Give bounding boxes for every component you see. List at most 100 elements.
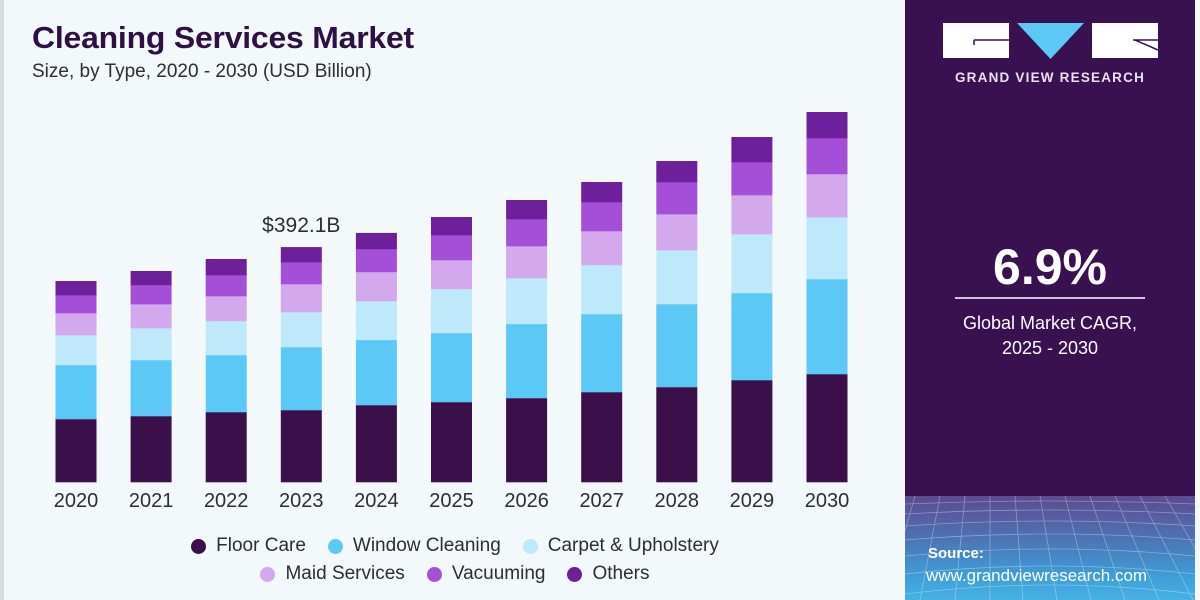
bar-2026-vacuuming[interactable] [506, 219, 548, 247]
bar-2027-others[interactable] [581, 182, 623, 203]
bar-2024-carpet-upholstery[interactable] [355, 300, 397, 341]
bar-2030-floor-care[interactable] [806, 374, 848, 483]
bar-2021-floor-care[interactable] [130, 416, 172, 483]
bars-group [55, 112, 848, 483]
bar-stack-2021 [130, 271, 172, 483]
bar-2021-window-cleaning[interactable] [130, 360, 172, 417]
bar-2029-carpet-upholstery[interactable] [731, 234, 773, 294]
bar-2028-maid-services[interactable] [656, 214, 698, 251]
bar-2030-carpet-upholstery[interactable] [806, 217, 848, 280]
bar-stack-2025 [431, 217, 472, 483]
legend-item-carpet-upholstery[interactable]: Carpet & Upholstery [522, 535, 719, 557]
bar-2028-window-cleaning[interactable] [656, 304, 698, 388]
legend-item-floor-care[interactable]: Floor Care [191, 535, 306, 557]
x-tick-label: 2021 [129, 490, 174, 512]
bar-2023-carpet-upholstery[interactable] [280, 312, 322, 348]
bar-2024-vacuuming[interactable] [355, 248, 397, 273]
bar-2021-vacuuming[interactable] [130, 285, 172, 305]
bar-2030-maid-services[interactable] [806, 174, 848, 218]
bar-2025-window-cleaning[interactable] [431, 333, 472, 403]
bar-2026-others[interactable] [506, 200, 548, 220]
bar-2022-floor-care[interactable] [205, 412, 247, 483]
legend-dot [522, 538, 538, 554]
bar-2025-maid-services[interactable] [431, 260, 472, 290]
bar-stack-2023 [280, 247, 322, 483]
legend-row-2: Maid Services Vacuuming Others [140, 563, 770, 585]
bar-2024-floor-care[interactable] [355, 405, 397, 483]
bar-2026-floor-care[interactable] [506, 398, 548, 483]
legend-item-window-cleaning[interactable]: Window Cleaning [327, 535, 501, 557]
bar-2021-carpet-upholstery[interactable] [130, 328, 172, 361]
grand-view-research-logo [943, 23, 1158, 59]
legend-item-vacuuming[interactable]: Vacuuming [426, 563, 546, 585]
legend-label: Floor Care [216, 535, 306, 556]
bar-2030-others[interactable] [806, 112, 848, 139]
bar-2026-carpet-upholstery[interactable] [506, 277, 548, 325]
bar-2020-window-cleaning[interactable] [55, 365, 97, 420]
bar-2024-window-cleaning[interactable] [355, 340, 397, 406]
bar-2027-carpet-upholstery[interactable] [581, 265, 623, 315]
bar-2023-window-cleaning[interactable] [280, 347, 322, 411]
bar-2028-floor-care[interactable] [656, 387, 698, 483]
bar-2023-vacuuming[interactable] [280, 262, 322, 285]
bar-2027-floor-care[interactable] [581, 392, 623, 483]
bar-2025-floor-care[interactable] [431, 402, 472, 483]
bar-2027-window-cleaning[interactable] [581, 314, 623, 393]
bar-2022-vacuuming[interactable] [205, 275, 247, 297]
bar-2029-others[interactable] [731, 137, 773, 163]
bar-stack-2026 [506, 200, 548, 483]
bar-2020-others[interactable] [55, 281, 97, 296]
bar-2023-floor-care[interactable] [280, 410, 322, 483]
x-tick-label: 2029 [730, 490, 775, 512]
bar-2029-vacuuming[interactable] [731, 162, 773, 196]
bar-2025-others[interactable] [431, 217, 472, 236]
cagr-label-line-1: Global Market CAGR, [962, 313, 1138, 333]
bar-2030-window-cleaning[interactable] [806, 279, 848, 375]
bar-2023-maid-services[interactable] [280, 284, 322, 313]
legend-label: Vacuuming [451, 563, 546, 584]
bar-2026-maid-services[interactable] [506, 245, 548, 279]
bar-2027-maid-services[interactable] [581, 231, 623, 266]
bar-2026-window-cleaning[interactable] [506, 324, 548, 399]
bar-2022-window-cleaning[interactable] [205, 355, 247, 413]
bar-stack-2028 [656, 161, 698, 483]
bar-2020-maid-services[interactable] [55, 313, 97, 336]
bar-2029-window-cleaning[interactable] [731, 293, 773, 381]
bar-2029-maid-services[interactable] [731, 195, 773, 235]
bar-2020-vacuuming[interactable] [55, 295, 97, 314]
perspective-grid-pattern [905, 496, 1195, 600]
logo-r-mark [1133, 39, 1158, 51]
bar-2028-carpet-upholstery[interactable] [656, 250, 698, 305]
bar-2022-carpet-upholstery[interactable] [205, 321, 247, 356]
cagr-label: Global Market CAGR, 2025 - 2030 [905, 311, 1195, 361]
legend-item-others[interactable]: Others [567, 563, 650, 585]
legend-item-maid-services[interactable]: Maid Services [260, 563, 405, 585]
bar-2025-vacuuming[interactable] [431, 235, 472, 261]
bar-2028-others[interactable] [656, 161, 698, 183]
bar-2023-others[interactable] [280, 247, 322, 263]
bar-2030-vacuuming[interactable] [806, 138, 848, 175]
bar-2025-carpet-upholstery[interactable] [431, 289, 472, 334]
bar-2020-carpet-upholstery[interactable] [55, 335, 97, 366]
bar-2022-maid-services[interactable] [205, 296, 247, 322]
bar-2022-others[interactable] [205, 259, 247, 276]
bar-2027-vacuuming[interactable] [581, 202, 623, 232]
bar-2020-floor-care[interactable] [55, 419, 97, 483]
bar-2021-others[interactable] [130, 271, 172, 286]
legend-row-1: Floor Care Window Cleaning Carpet & Upho… [140, 535, 770, 557]
bar-2024-maid-services[interactable] [355, 271, 397, 302]
info-panel: GRAND VIEW RESEARCH 6.9% Global Market C… [905, 0, 1195, 600]
x-tick-label: 2025 [429, 490, 474, 512]
legend-dot [191, 538, 207, 554]
bar-2021-maid-services[interactable] [130, 304, 172, 329]
cagr-divider [955, 297, 1145, 299]
x-tick-label: 2023 [279, 490, 324, 512]
bar-2024-others[interactable] [355, 232, 397, 250]
annotations-group: $392.1B [262, 214, 340, 237]
bar-2028-vacuuming[interactable] [656, 182, 698, 215]
bar-stack-2027 [581, 182, 623, 483]
source-link[interactable]: www.grandviewresearch.com [926, 566, 1148, 585]
logo-g-mark [973, 39, 1009, 45]
bar-2029-floor-care[interactable] [731, 380, 773, 483]
source-label: Source: [928, 545, 984, 562]
